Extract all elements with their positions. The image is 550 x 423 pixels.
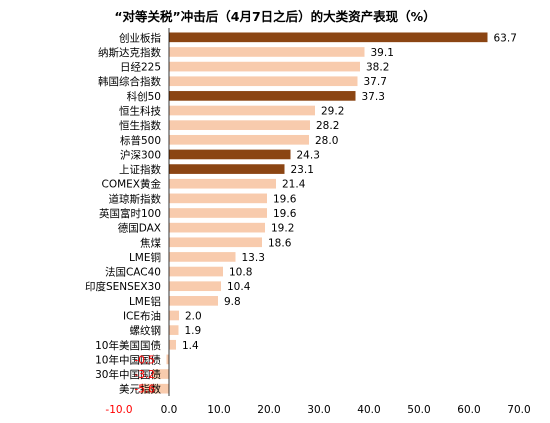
category-label: 10年美国国债 [95,339,161,352]
category-label: COMEX黄金 [102,178,162,191]
data-label: 28.0 [315,135,338,147]
bar [169,266,223,277]
category-label: 标普500 [120,134,161,147]
category-label: 创业板指 [119,31,161,44]
category-label: 恒生指数 [119,119,161,132]
category-label: 印度SENSEX30 [85,280,161,293]
data-label: -0.5 [135,354,156,366]
data-label: 28.2 [316,120,339,132]
bar [169,252,236,262]
data-label: 29.2 [321,106,344,118]
data-label: 1.4 [182,340,199,352]
category-label: 科创50 [127,90,161,103]
bar [153,369,169,379]
x-tick-label: 0.0 [161,404,178,416]
data-label: -5.6 [135,384,156,396]
bar [169,237,262,248]
data-label: 63.7 [494,32,517,44]
bar [169,164,285,174]
category-label: 法国CAC40 [105,266,161,279]
bar [169,325,179,335]
category-label: 美元指数 [119,383,161,396]
bar [169,61,360,72]
data-label: 23.1 [291,164,314,176]
bar [169,47,365,57]
bar [169,76,358,87]
x-tick-label: 30.0 [307,404,330,416]
x-tick-label: 40.0 [357,404,380,416]
data-label: 10.4 [227,281,251,293]
category-label: LME铜 [129,252,161,264]
data-label: 18.6 [268,237,292,249]
chart-title: “对等关税”冲击后（4月7日之后）的大类资产表现（%） [114,9,436,24]
data-label: 2.0 [185,310,202,322]
data-label: 37.3 [362,91,385,103]
data-label: 37.7 [364,76,387,88]
category-label: 30年中国国债 [95,368,161,381]
bar [166,354,169,365]
data-label: 21.4 [282,179,306,191]
x-tick-label: 60.0 [457,404,480,416]
data-label: 39.1 [371,47,394,59]
category-label: 纳斯达克指数 [98,46,161,59]
x-tick-label: 10.0 [207,404,230,416]
data-label: 24.3 [297,149,320,161]
bar [169,296,218,306]
bar [169,281,221,292]
category-label: 恒生科技 [119,105,161,118]
data-label: -3.2 [135,369,156,381]
category-label: 上证指数 [119,163,161,176]
bar [169,105,315,116]
x-tick-label: 50.0 [407,404,430,416]
data-label: 19.6 [273,208,297,220]
bar [169,222,265,233]
category-label: 螺纹钢 [130,324,162,337]
x-tick-label: -10.0 [105,404,132,416]
bar [169,32,488,43]
category-label: 沪深300 [120,148,161,161]
data-label: 19.6 [273,193,297,205]
bar [169,134,309,145]
category-label: 道琼斯指数 [109,192,162,205]
bar [169,91,356,101]
category-label: 德国DAX [118,222,161,235]
bar [169,149,291,160]
bar [169,178,276,189]
category-label: 英国富时100 [99,207,161,220]
data-label: 1.9 [185,325,202,337]
data-label: 13.3 [242,252,265,264]
bar [169,120,310,130]
category-label: 日经225 [120,61,161,74]
x-tick-label: 20.0 [257,404,280,416]
category-label: 韩国综合指数 [98,75,161,88]
bar [169,208,267,218]
bar [169,310,179,321]
category-label: ICE布油 [123,309,161,322]
category-label: 焦煤 [140,236,161,249]
data-label: 9.8 [224,296,241,308]
bar [169,339,176,350]
bar [169,193,267,204]
category-label: LME铝 [129,295,161,308]
x-tick-label: 70.0 [507,404,530,416]
category-label: 10年中国国债 [95,353,161,366]
data-label: 19.2 [271,223,294,235]
data-label: 38.2 [366,62,389,74]
bar [141,383,169,394]
data-label: 10.8 [229,267,252,279]
